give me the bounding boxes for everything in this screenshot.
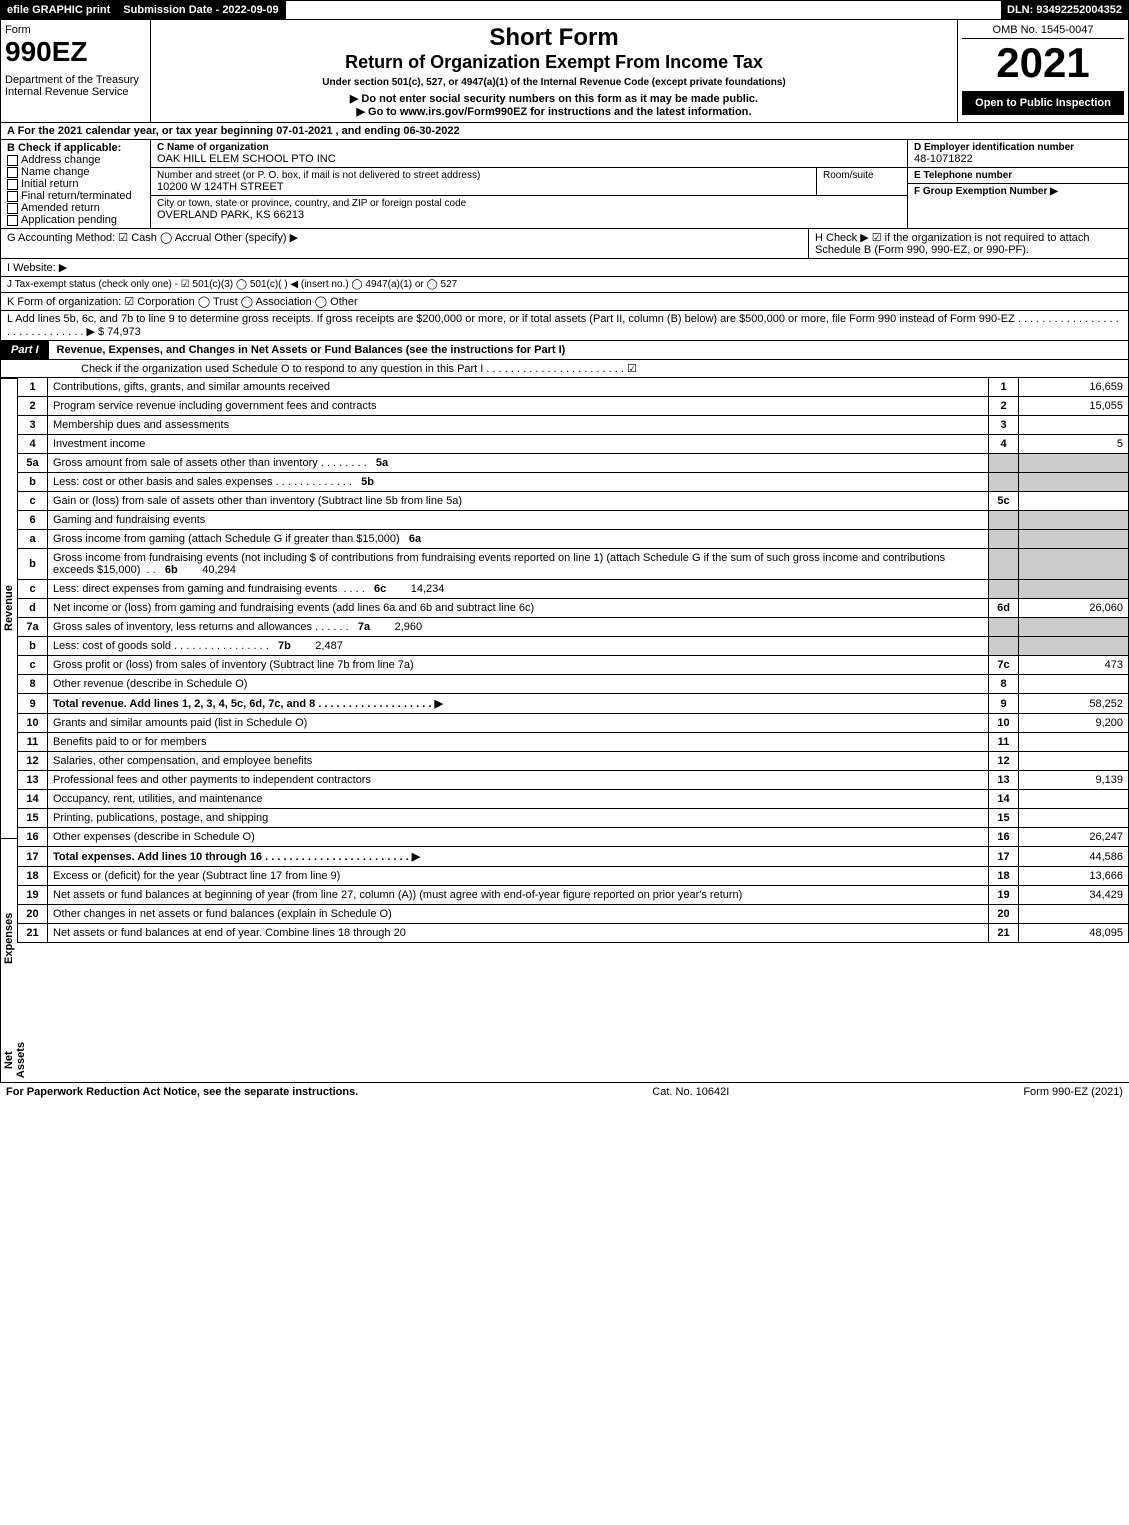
part-i-title: Revenue, Expenses, and Changes in Net As… xyxy=(49,341,574,359)
form-header: Form 990EZ Department of the Treasury In… xyxy=(0,20,1129,123)
line-17: 17Total expenses. Add lines 10 through 1… xyxy=(18,847,1129,867)
org-street: 10200 W 124TH STREET xyxy=(157,181,810,193)
line-21: 21Net assets or fund balances at end of … xyxy=(18,924,1129,943)
header-left: Form 990EZ Department of the Treasury In… xyxy=(1,20,151,122)
line-11: 11Benefits paid to or for members11 xyxy=(18,733,1129,752)
line-6d: dNet income or (loss) from gaming and fu… xyxy=(18,599,1129,618)
form-word: Form xyxy=(5,24,146,36)
b-opt-final[interactable]: Final return/terminated xyxy=(7,190,144,202)
c-name-label: C Name of organization xyxy=(157,142,901,153)
lines-table: 1Contributions, gifts, grants, and simil… xyxy=(17,378,1129,943)
line-1: 1Contributions, gifts, grants, and simil… xyxy=(18,378,1129,397)
room-suite-label: Room/suite xyxy=(817,168,907,195)
line-6b: bGross income from fundraising events (n… xyxy=(18,549,1129,580)
line-2: 2Program service revenue including gover… xyxy=(18,397,1129,416)
line-h: H Check ▶ ☑ if the organization is not r… xyxy=(808,229,1128,258)
open-inspection: Open to Public Inspection xyxy=(962,91,1124,115)
line-i: I Website: ▶ xyxy=(0,259,1129,277)
line-j: J Tax-exempt status (check only one) - ☑… xyxy=(0,277,1129,293)
line-7c: cGross profit or (loss) from sales of in… xyxy=(18,656,1129,675)
revenue-section-label: Revenue xyxy=(1,378,17,838)
bcdef-block: B Check if applicable: Address change Na… xyxy=(0,140,1129,229)
line-12: 12Salaries, other compensation, and empl… xyxy=(18,752,1129,771)
line-10: 10Grants and similar amounts paid (list … xyxy=(18,714,1129,733)
f-label: F Group Exemption Number ▶ xyxy=(914,186,1122,197)
short-form-title: Short Form xyxy=(155,24,953,52)
section-b: B Check if applicable: Address change Na… xyxy=(1,140,151,228)
part-i-header: Part I Revenue, Expenses, and Changes in… xyxy=(0,341,1129,360)
line-7a: 7aGross sales of inventory, less returns… xyxy=(18,618,1129,637)
line-13: 13Professional fees and other payments t… xyxy=(18,771,1129,790)
subtitle: Under section 501(c), 527, or 4947(a)(1)… xyxy=(155,77,953,88)
dept-treasury: Department of the Treasury xyxy=(5,74,146,86)
line-9: 9Total revenue. Add lines 1, 2, 3, 4, 5c… xyxy=(18,694,1129,714)
page-footer: For Paperwork Reduction Act Notice, see … xyxy=(0,1082,1129,1101)
header-right: OMB No. 1545-0047 2021 Open to Public In… xyxy=(958,20,1128,122)
b-opt-name[interactable]: Name change xyxy=(7,166,144,178)
line-5c: cGain or (loss) from sale of assets othe… xyxy=(18,492,1129,511)
b-label: B Check if applicable: xyxy=(7,142,144,154)
line-l: L Add lines 5b, 6c, and 7b to line 9 to … xyxy=(0,311,1129,341)
line-6: 6Gaming and fundraising events xyxy=(18,511,1129,530)
section-def: D Employer identification number 48-1071… xyxy=(908,140,1128,228)
submission-date: Submission Date - 2022-09-09 xyxy=(117,1,285,19)
e-label: E Telephone number xyxy=(914,170,1122,181)
tax-year: 2021 xyxy=(962,39,1124,87)
c-addr-label: Number and street (or P. O. box, if mail… xyxy=(157,170,810,181)
line-7b: bLess: cost of goods sold . . . . . . . … xyxy=(18,637,1129,656)
line-14: 14Occupancy, rent, utilities, and mainte… xyxy=(18,790,1129,809)
line-19: 19Net assets or fund balances at beginni… xyxy=(18,886,1129,905)
irs-label: Internal Revenue Service xyxy=(5,86,146,98)
expenses-section-label: Expenses xyxy=(1,838,17,1038)
line-g: G Accounting Method: ☑ Cash ◯ Accrual Ot… xyxy=(1,229,808,258)
b-opt-address[interactable]: Address change xyxy=(7,154,144,166)
line-a: A For the 2021 calendar year, or tax yea… xyxy=(0,123,1129,140)
d-label: D Employer identification number xyxy=(914,142,1122,153)
b-opt-initial[interactable]: Initial return xyxy=(7,178,144,190)
line-5b: bLess: cost or other basis and sales exp… xyxy=(18,473,1129,492)
part-i-tag: Part I xyxy=(1,341,49,359)
footer-mid: Cat. No. 10642I xyxy=(652,1086,729,1098)
footer-left: For Paperwork Reduction Act Notice, see … xyxy=(6,1086,358,1098)
goto-link[interactable]: ▶ Go to www.irs.gov/Form990EZ for instru… xyxy=(155,105,953,118)
omb-number: OMB No. 1545-0047 xyxy=(962,24,1124,39)
top-bar: efile GRAPHIC print Submission Date - 20… xyxy=(0,0,1129,20)
efile-print[interactable]: efile GRAPHIC print xyxy=(1,1,117,19)
gh-row: G Accounting Method: ☑ Cash ◯ Accrual Ot… xyxy=(0,229,1129,259)
line-6a: aGross income from gaming (attach Schedu… xyxy=(18,530,1129,549)
part-i-note: Check if the organization used Schedule … xyxy=(0,360,1129,378)
line-5a: 5aGross amount from sale of assets other… xyxy=(18,454,1129,473)
header-center: Short Form Return of Organization Exempt… xyxy=(151,20,958,122)
line-k: K Form of organization: ☑ Corporation ◯ … xyxy=(0,293,1129,311)
c-city-label: City or town, state or province, country… xyxy=(157,198,901,209)
netassets-section-label: Net Assets xyxy=(1,1038,17,1082)
dln: DLN: 93492252004352 xyxy=(1001,1,1128,19)
footer-right: Form 990-EZ (2021) xyxy=(1023,1086,1123,1098)
line-8: 8Other revenue (describe in Schedule O)8 xyxy=(18,675,1129,694)
b-opt-pending[interactable]: Application pending xyxy=(7,214,144,226)
line-3: 3Membership dues and assessments3 xyxy=(18,416,1129,435)
line-4: 4Investment income45 xyxy=(18,435,1129,454)
org-city: OVERLAND PARK, KS 66213 xyxy=(157,209,901,221)
main-title: Return of Organization Exempt From Incom… xyxy=(155,52,953,73)
ssn-warning: ▶ Do not enter social security numbers o… xyxy=(155,92,953,105)
form-number: 990EZ xyxy=(5,36,146,68)
line-16: 16Other expenses (describe in Schedule O… xyxy=(18,828,1129,847)
b-opt-amended[interactable]: Amended return xyxy=(7,202,144,214)
line-20: 20Other changes in net assets or fund ba… xyxy=(18,905,1129,924)
ein: 48-1071822 xyxy=(914,153,1122,165)
section-c: C Name of organization OAK HILL ELEM SCH… xyxy=(151,140,908,228)
org-name: OAK HILL ELEM SCHOOL PTO INC xyxy=(157,153,901,165)
line-15: 15Printing, publications, postage, and s… xyxy=(18,809,1129,828)
line-6c: cLess: direct expenses from gaming and f… xyxy=(18,580,1129,599)
line-18: 18Excess or (deficit) for the year (Subt… xyxy=(18,867,1129,886)
